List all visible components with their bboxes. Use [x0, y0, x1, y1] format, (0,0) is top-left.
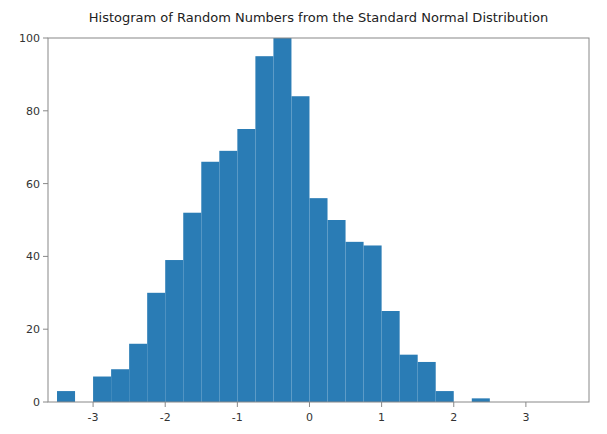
y-tick-label: 100 [19, 32, 40, 45]
bar [93, 377, 111, 402]
bar [382, 311, 400, 402]
y-tick-label: 40 [26, 250, 40, 263]
x-tick-label: -1 [232, 411, 243, 424]
y-tick-label: 0 [33, 396, 40, 409]
bar [111, 369, 129, 402]
x-tick [525, 402, 526, 407]
x-tick [453, 402, 454, 407]
bar [273, 38, 291, 402]
y-tick [43, 110, 48, 111]
plot-frame [48, 38, 589, 402]
x-tick [237, 402, 238, 407]
x-tick [381, 402, 382, 407]
chart: Histogram of Random Numbers from the Sta… [0, 0, 607, 434]
y-axis: 0 20 40 60 80 100 [19, 32, 48, 409]
x-tick-label: 3 [522, 411, 529, 424]
bar [418, 362, 436, 402]
x-tick-label: -3 [88, 411, 99, 424]
x-tick [309, 402, 310, 407]
bar [201, 162, 219, 402]
bar [291, 96, 309, 402]
bar [309, 198, 327, 402]
bar [183, 213, 201, 402]
bar [219, 151, 237, 402]
y-tick [43, 38, 48, 39]
bar [400, 355, 418, 402]
y-tick-label: 20 [26, 323, 40, 336]
bar [129, 344, 147, 402]
bar [165, 260, 183, 402]
bar [147, 293, 165, 402]
x-tick [165, 402, 166, 407]
bars [57, 38, 490, 402]
bar [364, 245, 382, 402]
bar [346, 242, 364, 402]
x-tick-label: 0 [306, 411, 313, 424]
y-tick [43, 256, 48, 257]
x-tick-label: 2 [450, 411, 457, 424]
y-tick [43, 402, 48, 403]
chart-container: Histogram of Random Numbers from the Sta… [0, 0, 607, 434]
bar [57, 391, 75, 402]
title: Histogram of Random Numbers from the Sta… [89, 10, 548, 25]
x-tick-label: 1 [378, 411, 385, 424]
bar [472, 398, 490, 402]
x-tick-label: -2 [160, 411, 171, 424]
y-tick [43, 183, 48, 184]
y-tick [43, 329, 48, 330]
x-axis: -3 -2 -1 0 1 2 3 [88, 402, 530, 424]
bar [436, 391, 454, 402]
bar [255, 56, 273, 402]
bar [237, 129, 255, 402]
y-tick-label: 60 [26, 178, 40, 191]
bar [328, 220, 346, 402]
x-tick [93, 402, 94, 407]
y-tick-label: 80 [26, 105, 40, 118]
